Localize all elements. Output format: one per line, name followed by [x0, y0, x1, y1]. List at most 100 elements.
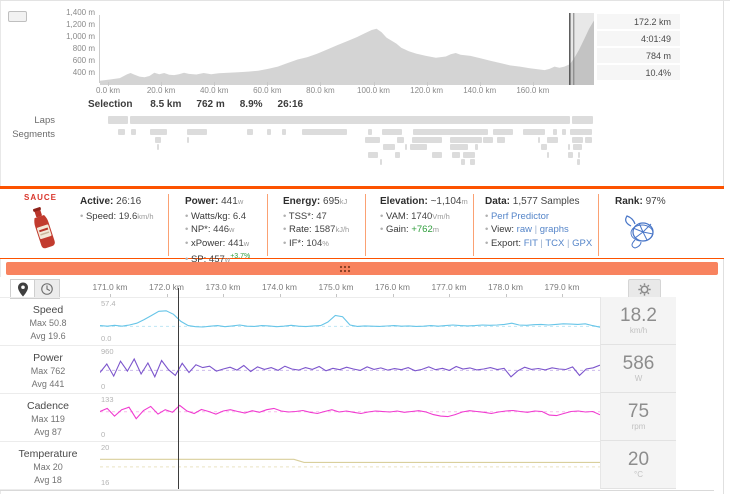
graph-ymax-label: 57.4 [101, 299, 116, 308]
stat-item: • TSS*: 47 [283, 210, 327, 222]
segment-bar[interactable] [395, 151, 400, 158]
segment-bar[interactable] [483, 136, 493, 143]
segment-bar[interactable] [157, 144, 159, 150]
lap-bar[interactable] [130, 116, 570, 124]
segment-bar[interactable] [397, 136, 404, 143]
elevation-summary-panel: 172.2 km 4:01:49 784 m 10.4% [597, 14, 680, 80]
segment-bar[interactable] [187, 129, 207, 135]
elevation-x-axis: 0.0 km 20.0 km 40.0 km 60.0 km 80.0 km 100.0 … [0, 82, 724, 98]
graph-cadence[interactable] [100, 393, 600, 441]
segment-bar[interactable] [470, 159, 475, 165]
resize-divider-bar[interactable] [6, 262, 718, 275]
segment-bar[interactable] [382, 129, 402, 135]
segment-bar[interactable] [405, 144, 407, 150]
metric-avg: Avg 87 [34, 427, 62, 437]
segment-bar[interactable] [570, 129, 592, 135]
segment-bar[interactable] [493, 129, 513, 135]
graph-ymin-label: 0.0 [101, 334, 112, 343]
elevation-x-tick: 100.0 km [357, 86, 390, 95]
stat-title: Power: 441w [185, 196, 244, 207]
link-perf-predictor[interactable]: Perf Predictor [490, 210, 550, 222]
segment-bar[interactable] [267, 129, 271, 135]
summary-stat: 172.2 km [597, 14, 680, 29]
link-raw[interactable]: raw [516, 224, 532, 235]
segment-bar[interactable] [150, 129, 167, 135]
tab-time-view[interactable] [35, 279, 60, 299]
graph-x-tick: 178.0 km [488, 282, 523, 292]
segment-bar[interactable] [475, 144, 478, 150]
segment-bar[interactable] [553, 129, 557, 135]
segment-bar[interactable] [302, 129, 347, 135]
segment-bar[interactable] [497, 136, 505, 143]
lap-bar[interactable] [572, 116, 593, 124]
segment-bar[interactable] [380, 159, 382, 165]
current-value-cell: 18.2 km/h [600, 297, 676, 345]
elevation-profile-chart[interactable] [100, 13, 594, 85]
summary-stat: 10.4% [597, 65, 680, 80]
sauce-stats-panel: Active: 26:16 • Speed: 19.6km/h Power: 441… [0, 186, 724, 265]
elevation-x-tick: 0.0 km [95, 86, 121, 95]
graph-speed[interactable] [100, 297, 600, 345]
segment-bar[interactable] [572, 136, 583, 143]
current-value: 18.2 [620, 305, 657, 326]
segment-bar[interactable] [541, 144, 547, 150]
gear-icon [638, 282, 651, 296]
clock-icon [41, 283, 53, 295]
segment-bar[interactable] [412, 136, 442, 143]
segment-bar[interactable] [368, 129, 372, 135]
segment-bar[interactable] [538, 136, 540, 143]
stat-item: • VAM: 1740Vm/h [380, 210, 450, 222]
segment-bar[interactable] [450, 136, 482, 143]
segments-row [0, 159, 724, 165]
graph-cursor-line[interactable] [178, 288, 179, 489]
segment-bar[interactable] [413, 129, 488, 135]
tab-map-view[interactable] [10, 279, 35, 299]
segment-bar[interactable] [365, 136, 380, 143]
segment-bar[interactable] [452, 151, 460, 158]
segment-bar[interactable] [155, 136, 161, 143]
stat-column-rank: Rank: 97% [615, 195, 666, 254]
segment-bar[interactable] [568, 144, 570, 150]
chart-options-button[interactable] [8, 11, 27, 22]
segment-bar[interactable] [383, 144, 395, 150]
link-graphs[interactable]: graphs [539, 224, 569, 235]
elevation-y-tick: 1,400 m [66, 8, 95, 17]
segment-bar[interactable] [131, 129, 136, 135]
segment-bar[interactable] [410, 144, 427, 150]
link-tcx[interactable]: TCX [545, 237, 565, 249]
metric-name: Cadence [26, 400, 70, 412]
segment-bar[interactable] [368, 151, 378, 158]
graph-power[interactable] [100, 345, 600, 393]
graph-settings-button[interactable] [628, 279, 661, 299]
segment-bar[interactable] [432, 151, 442, 158]
segment-bar[interactable] [461, 159, 465, 165]
segment-bar[interactable] [247, 129, 253, 135]
segment-bar[interactable] [523, 129, 545, 135]
segment-bar[interactable] [547, 136, 558, 143]
elevation-x-tick: 80.0 km [306, 86, 335, 95]
graph-x-tick: 171.0 km [92, 282, 128, 292]
segment-bar[interactable] [577, 159, 580, 165]
segment-bar[interactable] [585, 136, 592, 143]
laps-label: Laps [34, 115, 55, 126]
segment-bar[interactable] [282, 129, 286, 135]
summary-stat: 784 m [597, 48, 680, 63]
link-fit[interactable]: FIT [523, 237, 538, 249]
link-gpx[interactable]: GPX [572, 237, 593, 249]
elevation-x-tick: 120.0 km [410, 86, 444, 95]
graph-ymin-label: 0 [101, 382, 106, 391]
segment-bar[interactable] [578, 151, 580, 158]
metric-name: Power [33, 352, 63, 364]
segment-bar[interactable] [463, 151, 475, 158]
graph-temperature[interactable] [100, 441, 600, 489]
segments-row [0, 136, 724, 143]
segment-bar[interactable] [547, 151, 549, 158]
lap-bar[interactable] [108, 116, 128, 124]
segment-bar[interactable] [568, 151, 573, 158]
segment-bar[interactable] [562, 129, 566, 135]
drag-handle-icon[interactable] [339, 265, 351, 273]
segment-bar[interactable] [187, 136, 189, 143]
segment-bar[interactable] [118, 129, 125, 135]
segment-bar[interactable] [573, 144, 582, 150]
segment-bar[interactable] [450, 144, 468, 150]
